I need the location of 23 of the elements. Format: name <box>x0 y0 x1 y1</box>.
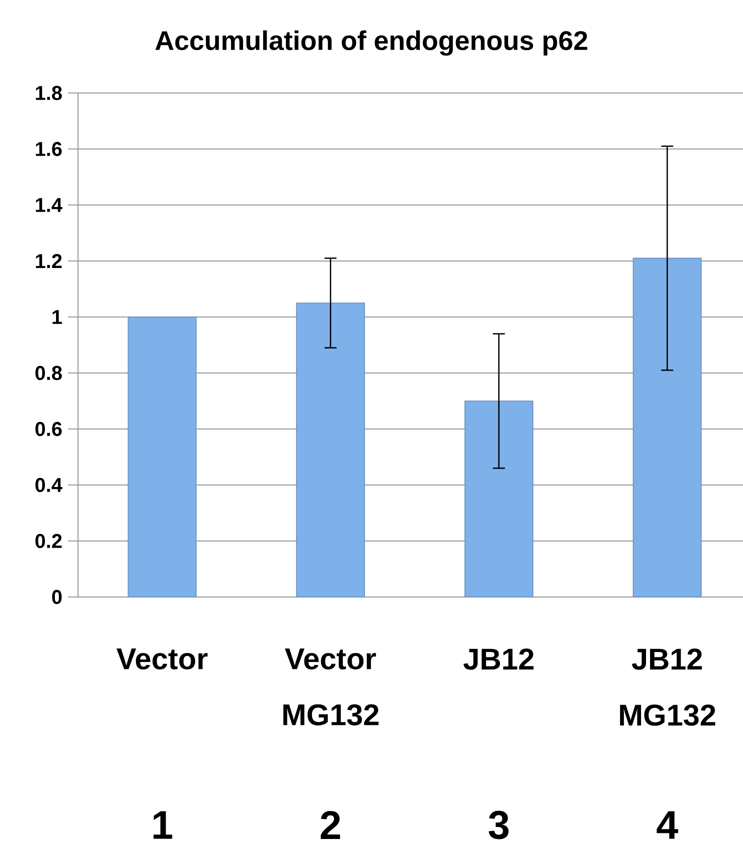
y-tick-label: 0.8 <box>35 366 62 380</box>
bar <box>296 302 365 598</box>
text: 3 <box>488 810 508 840</box>
bar <box>464 400 534 598</box>
chart-title: Accumulation of endogenous p62 <box>155 30 587 56</box>
y-tick-label: 1.8 <box>36 86 62 100</box>
y-tick-label: 0 <box>52 590 62 604</box>
x-tick-label: Vector MG132 <box>283 648 378 726</box>
y-tick-label: 1.6 <box>36 142 62 156</box>
y-tick-label: 0.6 <box>35 422 62 436</box>
y-tick-label: 1.4 <box>36 198 62 212</box>
bar <box>632 258 702 598</box>
y-tick-label: 0.4 <box>35 478 62 492</box>
text: 1 <box>153 811 172 839</box>
y-tick-label: 1 <box>52 310 62 324</box>
x-tick-label: JB12 <box>463 648 534 670</box>
y-tick-label: 1.2 <box>36 254 62 268</box>
text: 2 <box>320 811 340 839</box>
x-tick-label: Vector <box>116 648 208 670</box>
text: 4 <box>656 811 678 839</box>
bar <box>128 316 196 598</box>
y-tick-label: 0.2 <box>35 534 62 548</box>
x-tick-label: JB12 MG132 <box>620 648 715 726</box>
